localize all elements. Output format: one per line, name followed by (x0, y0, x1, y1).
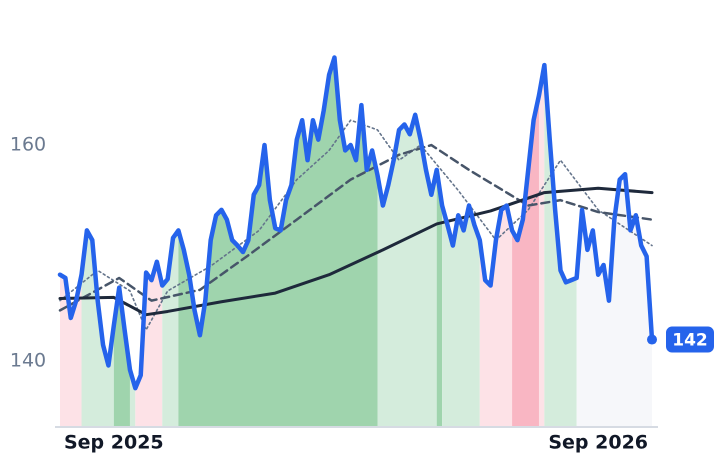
region (512, 95, 539, 426)
x-tick-label: Sep 2026 (548, 432, 648, 454)
region (135, 261, 163, 426)
last-value-badge (666, 326, 714, 353)
lines (57, 55, 655, 391)
x-tick-label: Sep 2025 (64, 432, 164, 454)
region (576, 174, 652, 426)
y-tick-label: 140 (10, 350, 46, 372)
last-point (647, 334, 657, 345)
region (442, 205, 480, 426)
average-line (59, 119, 653, 331)
region (479, 205, 513, 426)
regions (60, 57, 652, 427)
last-value-label: 142 (672, 331, 708, 351)
region (377, 114, 437, 427)
region (60, 274, 82, 426)
region (162, 230, 179, 426)
region (436, 169, 443, 427)
region (81, 230, 114, 426)
region (113, 287, 130, 426)
region (544, 65, 577, 426)
region (178, 57, 378, 427)
price-line (57, 55, 655, 391)
y-tick-label: 160 (10, 134, 46, 156)
region (538, 65, 545, 426)
